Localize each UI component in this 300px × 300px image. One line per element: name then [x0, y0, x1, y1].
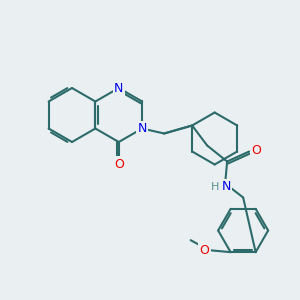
Text: N: N	[221, 180, 231, 193]
Text: N: N	[114, 82, 124, 94]
Text: O: O	[114, 158, 124, 170]
Text: O: O	[251, 144, 261, 157]
Text: O: O	[200, 244, 210, 257]
Text: H: H	[211, 182, 219, 191]
Text: N: N	[137, 122, 147, 135]
